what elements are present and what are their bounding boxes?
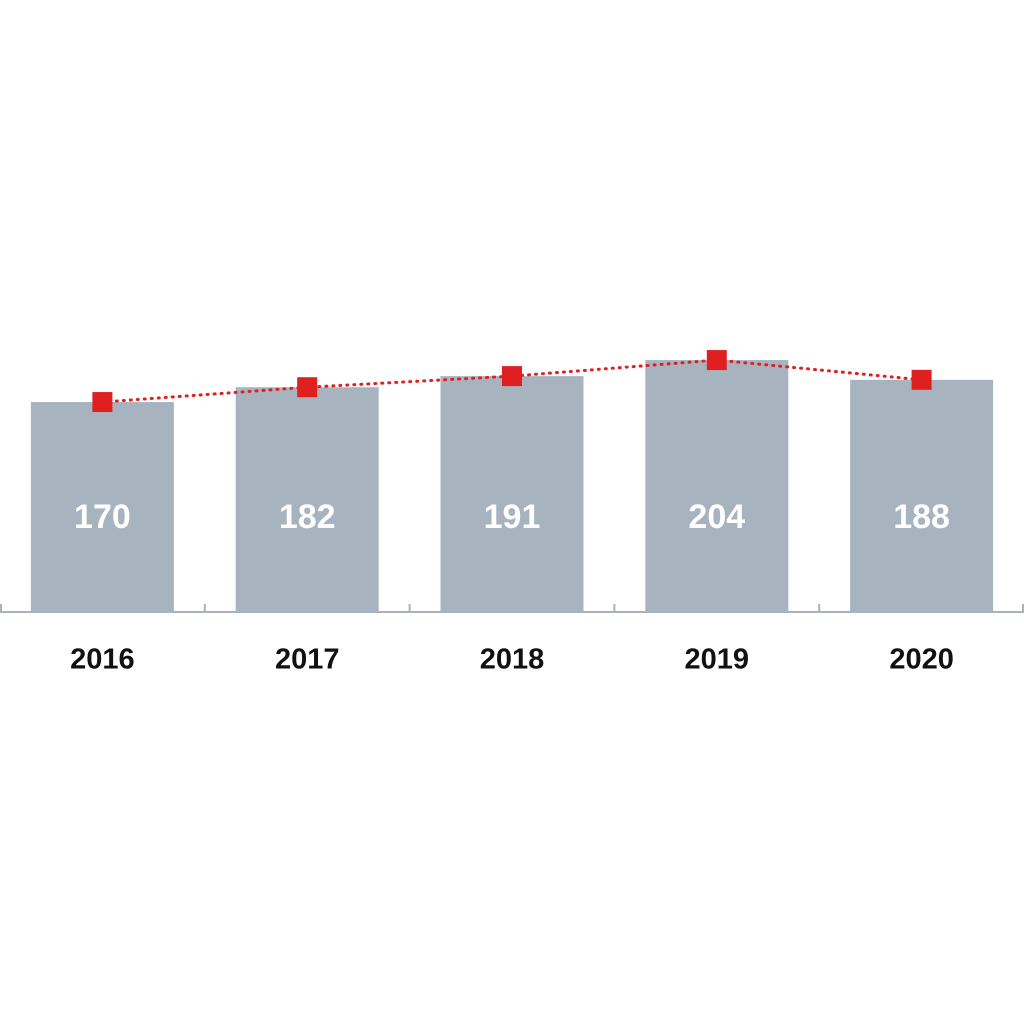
marker xyxy=(911,369,932,390)
value-label: 182 xyxy=(279,498,336,536)
x-tick-label: 2016 xyxy=(70,644,135,676)
marker xyxy=(502,366,522,387)
value-label: 191 xyxy=(484,498,541,536)
value-label: 170 xyxy=(74,498,131,536)
x-tick-label: 2019 xyxy=(685,644,750,676)
bar xyxy=(235,387,379,612)
bar xyxy=(645,360,789,612)
x-tick-label: 2017 xyxy=(275,644,340,676)
value-label: 188 xyxy=(893,498,950,536)
x-tick-label: 2018 xyxy=(480,644,545,676)
marker xyxy=(92,392,113,413)
bar xyxy=(440,376,584,612)
value-label: 204 xyxy=(688,498,745,536)
bar xyxy=(30,402,174,612)
bar xyxy=(850,379,994,612)
marker xyxy=(706,350,727,371)
marker xyxy=(297,377,318,398)
x-tick-label: 2020 xyxy=(889,644,954,676)
